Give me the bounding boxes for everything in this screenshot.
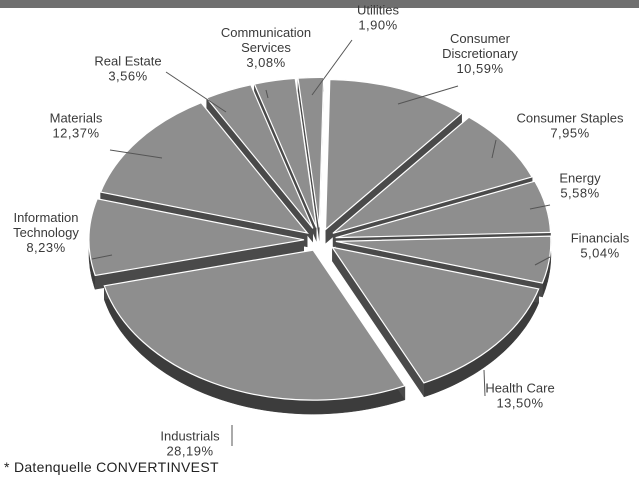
leader-line (311, 39, 353, 96)
slice-face (335, 235, 552, 284)
slice-face (99, 101, 309, 234)
slice-face (103, 249, 406, 401)
slice-name-label: Energy (559, 171, 601, 186)
slice-value-label: 13,50% (496, 396, 543, 411)
leader-line (109, 149, 163, 159)
slice-value-label: 28,19% (166, 444, 213, 459)
slice-face (332, 116, 534, 234)
pie-slice-information-technology (88, 198, 305, 290)
leader-line (491, 139, 497, 159)
slice-value-label: 10,59% (456, 61, 503, 76)
slice-value-label: 3,08% (246, 55, 285, 70)
leader-line (483, 369, 486, 397)
leader-line (529, 204, 551, 210)
slice-value-label: 1,90% (358, 18, 397, 33)
slice-name-label: Information (13, 210, 78, 225)
leader-line (91, 254, 113, 260)
slice-value-label: 7,95% (550, 126, 589, 141)
slice-face (88, 198, 305, 277)
slice-name-label: Services (241, 40, 291, 55)
top-bar (0, 0, 639, 8)
pie-slice-utilities (297, 76, 325, 242)
slice-face (253, 77, 318, 228)
slice-name-label: Consumer (450, 31, 511, 46)
slice-value-label: 5,04% (580, 246, 619, 261)
slice-value-label: 8,23% (26, 240, 65, 255)
slice-name-label: Financials (571, 231, 630, 246)
slice-wall (95, 239, 305, 290)
leader-line (534, 256, 551, 266)
slice-name-label: Real Estate (94, 54, 161, 69)
slice-name-label: Technology (13, 225, 79, 240)
leader-line (397, 85, 459, 105)
slice-face (324, 78, 463, 231)
pie-slice-industrials (103, 249, 406, 415)
leader-line (265, 89, 269, 99)
slice-name-label: Communication (221, 25, 311, 40)
slice-name-label: Utilities (357, 3, 399, 18)
slice-value-label: 12,37% (52, 126, 99, 141)
slice-name-label: Industrials (160, 429, 220, 444)
slice-wall (332, 247, 424, 397)
slice-face (297, 76, 325, 228)
slice-value-label: 5,58% (560, 186, 599, 201)
slice-name-label: Consumer Staples (517, 111, 624, 126)
leader-line (165, 71, 227, 113)
slice-name-label: Materials (50, 111, 103, 126)
slice-face (330, 246, 540, 384)
slice-name-label: Health Care (485, 381, 554, 396)
slice-name-label: Discretionary (442, 46, 518, 61)
pie-slice-health-care (330, 246, 540, 398)
source-note: * Datenquelle CONVERTINVEST (4, 459, 219, 475)
slice-face (205, 84, 314, 229)
slice-value-label: 3,56% (108, 69, 147, 84)
